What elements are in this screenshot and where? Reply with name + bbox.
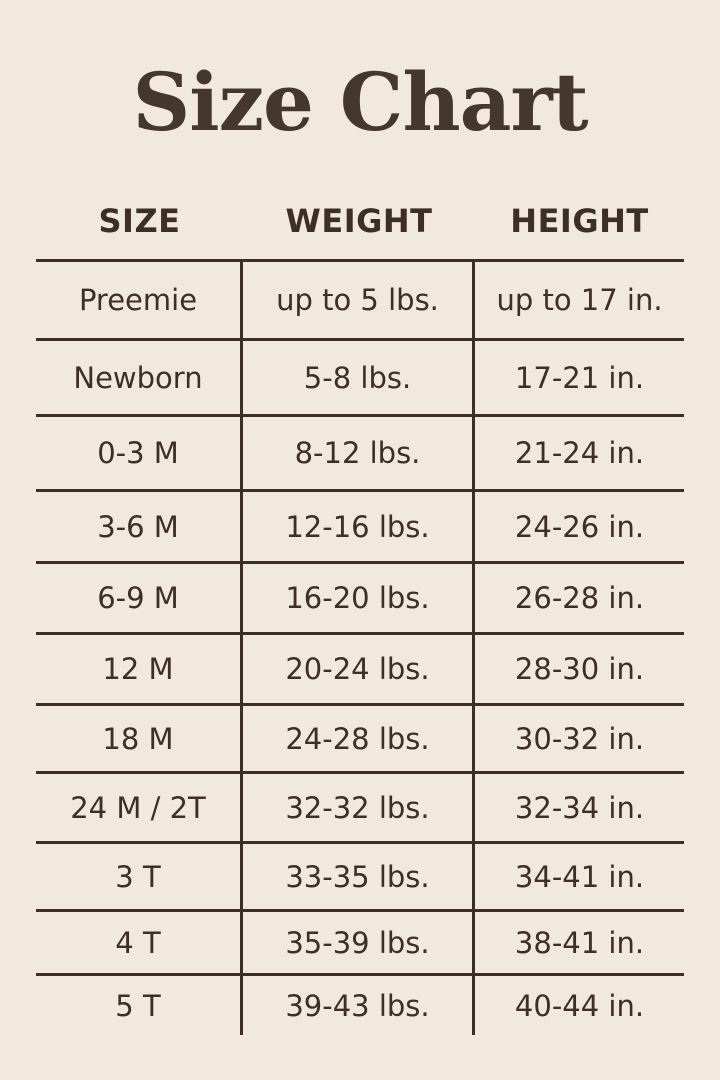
column-header-weight: WEIGHT: [285, 202, 433, 240]
weight-cell: 8-12 lbs.: [243, 417, 475, 489]
weight-cell: 32-32 lbs.: [243, 774, 475, 841]
size-cell: 4 T: [36, 912, 243, 973]
column-header-height: HEIGHT: [510, 202, 649, 240]
height-cell: 24-26 in.: [514, 509, 645, 544]
weight-cell: 39-43 lbs.: [243, 976, 475, 1035]
table-row: 18 M 24-28 lbs. 30-32 in.: [36, 703, 684, 771]
height-cell: 21-24 in.: [514, 436, 645, 470]
size-cell: 3 T: [36, 844, 243, 909]
height-cell: 26-28 in.: [514, 581, 645, 615]
table-row: 5 T 39-43 lbs. 40-44 in.: [36, 973, 684, 1035]
height-cell: up to 17 in.: [496, 283, 663, 317]
column-header-size: SIZE: [98, 202, 181, 240]
table-row: Newborn 5-8 lbs. 17-21 in.: [36, 338, 684, 414]
table-row: 3-6 M 12-16 lbs. 24-26 in.: [36, 489, 684, 561]
size-cell: 12 M: [36, 635, 243, 703]
height-cell: 28-30 in.: [514, 652, 645, 686]
size-cell: 5 T: [36, 976, 243, 1035]
size-cell: 6-9 M: [36, 564, 243, 632]
weight-cell: 35-39 lbs.: [243, 912, 475, 973]
table-row: Preemie up to 5 lbs. up to 17 in.: [36, 259, 684, 338]
height-cell: 38-41 in.: [514, 925, 645, 960]
weight-cell: 12-16 lbs.: [243, 492, 475, 561]
size-cell: Preemie: [36, 262, 243, 338]
size-cell: 3-6 M: [36, 492, 243, 561]
weight-cell: 20-24 lbs.: [243, 635, 475, 703]
table-row: 24 M / 2T 32-32 lbs. 32-34 in.: [36, 771, 684, 841]
page-title: Size Chart: [132, 55, 588, 149]
table-row: 6-9 M 16-20 lbs. 26-28 in.: [36, 561, 684, 632]
height-cell: 17-21 in.: [514, 360, 645, 395]
height-cell: 40-44 in.: [514, 988, 645, 1023]
size-cell: 0-3 M: [36, 417, 243, 489]
weight-cell: up to 5 lbs.: [243, 262, 475, 338]
height-cell: 30-32 in.: [514, 721, 645, 756]
size-cell: 24 M / 2T: [36, 774, 243, 841]
height-cell: 32-34 in.: [514, 790, 645, 825]
weight-cell: 16-20 lbs.: [243, 564, 475, 632]
table-row: 3 T 33-35 lbs. 34-41 in.: [36, 841, 684, 909]
size-table: Preemie up to 5 lbs. up to 17 in. Newborn 5-…: [36, 259, 684, 1035]
weight-cell: 24-28 lbs.: [243, 706, 475, 771]
table-row: 0-3 M 8-12 lbs. 21-24 in.: [36, 414, 684, 489]
size-cell: 18 M: [36, 706, 243, 771]
weight-cell: 5-8 lbs.: [243, 341, 475, 414]
height-cell: 34-41 in.: [514, 859, 645, 894]
table-row: 4 T 35-39 lbs. 38-41 in.: [36, 909, 684, 973]
table-row: 12 M 20-24 lbs. 28-30 in.: [36, 632, 684, 703]
weight-cell: 33-35 lbs.: [243, 844, 475, 909]
size-cell: Newborn: [36, 341, 243, 414]
